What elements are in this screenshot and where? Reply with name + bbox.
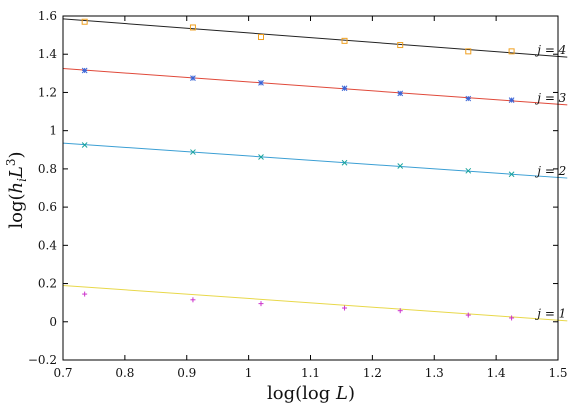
data-point — [341, 37, 348, 44]
y-tick-label: 1.6 — [38, 9, 57, 23]
x-tick-label: 1.5 — [548, 366, 567, 380]
axis-ticks: 0.7 0.8 0.9 1 1.1 1.2 1.3 1.4 1.5 −0.2 0 0.2 0.4 0.6 0… — [28, 9, 568, 380]
x-tick-label: 1.2 — [363, 366, 382, 380]
data-point — [508, 48, 515, 55]
data-point — [509, 315, 515, 321]
data-point — [258, 301, 264, 307]
data-point — [81, 142, 88, 148]
y-tick-label: 0.2 — [38, 277, 57, 291]
data-point — [190, 297, 196, 303]
data-point — [508, 171, 515, 178]
data-point — [258, 34, 264, 41]
data-point — [189, 24, 196, 31]
y-tick-label: 0.8 — [38, 162, 57, 176]
data-point — [397, 308, 403, 314]
fit-line — [62, 18, 568, 58]
data-point — [465, 48, 472, 55]
data-point — [81, 67, 88, 74]
data-point — [465, 167, 472, 174]
x-tick-label: 0.9 — [177, 366, 196, 380]
data-point — [341, 85, 348, 92]
data-point — [508, 97, 515, 103]
x-tick-label: 0.8 — [115, 366, 134, 380]
data-point — [465, 95, 472, 102]
x-tick-label: 1.3 — [425, 366, 444, 380]
series-label: j = 2 — [534, 164, 566, 178]
data-point — [465, 312, 471, 318]
data-point — [258, 80, 264, 86]
fit-line — [62, 142, 568, 179]
data-point — [82, 291, 88, 297]
fit-line — [62, 68, 568, 106]
y-tick-label: 1.4 — [38, 47, 57, 61]
x-tick-label: 1 — [245, 366, 253, 380]
series-label: j = 3 — [534, 91, 566, 105]
y-tick-label: 0.6 — [38, 200, 57, 214]
data-point — [341, 159, 348, 166]
data-point — [258, 154, 264, 160]
fit-line — [62, 284, 568, 322]
y-axis-label: log(hiL3) — [4, 151, 29, 228]
data-points — [81, 18, 515, 321]
y-tick-label: 1.2 — [38, 85, 57, 99]
x-axis-label: log(log L) — [267, 383, 355, 404]
data-point — [397, 42, 404, 49]
series-label: j = 4 — [534, 43, 566, 57]
data-point — [342, 305, 348, 311]
data-point — [190, 149, 196, 155]
data-point — [81, 18, 88, 25]
x-tick-label: 0.7 — [53, 366, 72, 380]
plot-border — [62, 15, 559, 361]
y-tick-label: 1 — [49, 124, 57, 138]
series-label: j = 1 — [534, 307, 566, 321]
x-tick-label: 1.4 — [487, 366, 506, 380]
fit-lines — [62, 18, 568, 322]
data-point — [397, 163, 404, 169]
y-tick-label: 0 — [49, 315, 57, 329]
y-tick-label: 0.4 — [38, 238, 57, 252]
x-tick-label: 1.1 — [301, 366, 320, 380]
data-point — [397, 90, 404, 97]
y-tick-label: −0.2 — [28, 353, 57, 367]
plot-frame — [62, 15, 559, 361]
series-labels: j = 1 j = 2 j = 3 j = 4 — [534, 43, 566, 321]
data-point — [190, 75, 196, 81]
